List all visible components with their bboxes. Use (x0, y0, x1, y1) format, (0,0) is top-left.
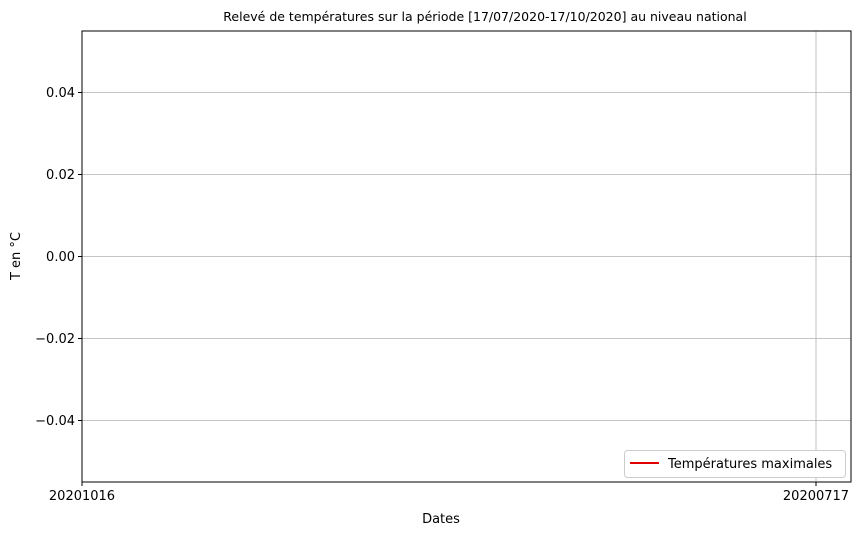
x-axis-label: Dates (422, 512, 460, 527)
y-tick-label: −0.04 (35, 414, 75, 429)
plot-area (81, 30, 852, 483)
y-tick-label: 0.02 (46, 168, 75, 183)
x-tick-label: 20201016 (49, 489, 115, 504)
y-tick-label: 0.04 (46, 86, 75, 101)
y-axis-label: T en °C (9, 232, 24, 281)
legend-label: Températures maximales (667, 457, 832, 472)
y-tick-label: 0.00 (46, 250, 75, 265)
y-tick-label: −0.02 (35, 332, 75, 347)
legend: Températures maximales (624, 450, 846, 478)
legend-box (624, 450, 846, 478)
y-axis: −0.04 −0.02 0.00 0.02 0.04 (35, 86, 82, 429)
x-tick-label: 20200717 (783, 489, 849, 504)
x-axis: 20201016 20200717 (49, 482, 849, 504)
chart-title: Relevé de températures sur la période [1… (223, 9, 746, 24)
